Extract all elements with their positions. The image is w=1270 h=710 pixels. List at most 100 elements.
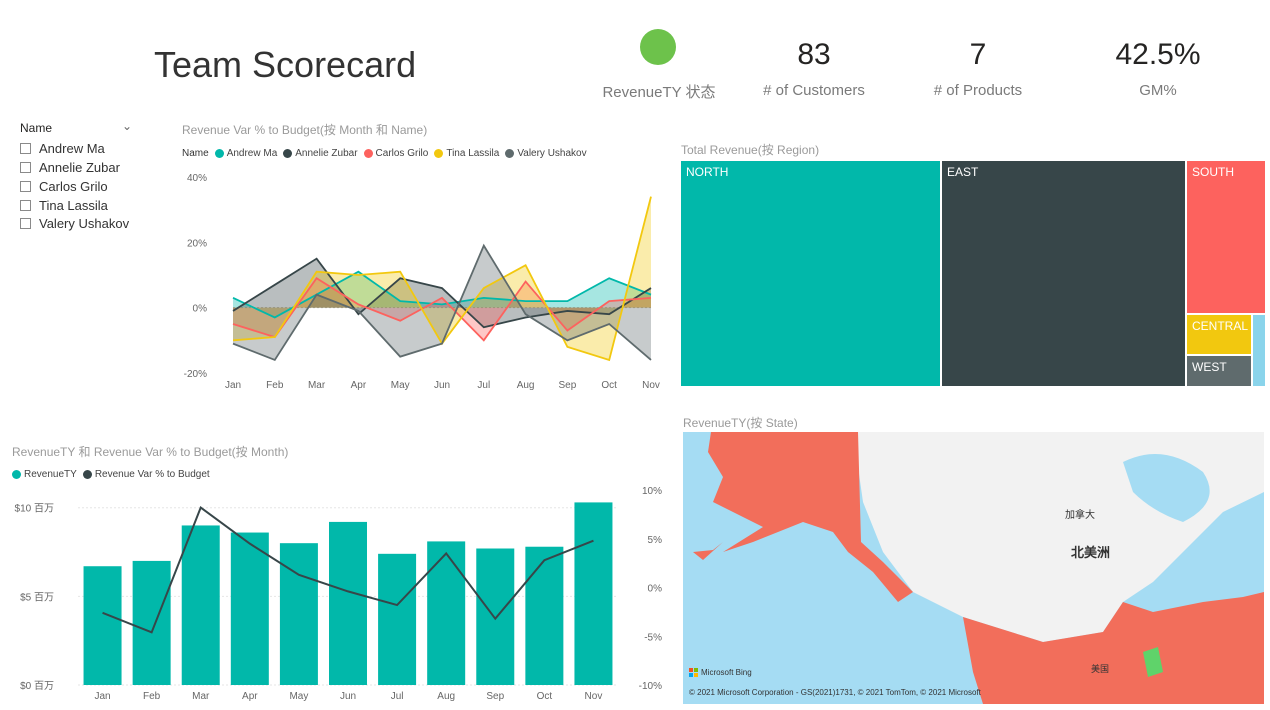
revenue-bar (181, 525, 220, 685)
line-chart-legend: Name Andrew Ma Annelie Zubar Carlos Grilo T… (182, 148, 593, 159)
legend-label: Tina Lassila (446, 148, 500, 159)
revenue-bar (476, 548, 515, 685)
x-tick-label: Mar (308, 380, 326, 391)
treemap-title: Total Revenue(按 Region) (681, 143, 820, 157)
combo-chart-title: RevenueTY 和 Revenue Var % to Budget(按 Mo… (12, 445, 289, 459)
y-tick-label: 0% (193, 304, 208, 315)
x-tick-label: Jan (94, 691, 110, 702)
revenue-var-line-chart[interactable]: 40% 20% 0% -20% Jan Feb Mar Apr May Jun Jul Aug Sep O… (180, 165, 670, 395)
hudson-bay (1123, 454, 1210, 522)
alaska-state (708, 432, 913, 602)
treemap-label: CENTRAL (1192, 319, 1249, 333)
y-right-tick-label: -5% (644, 632, 662, 643)
chevron-down-icon[interactable]: ⌄ (121, 119, 132, 133)
treemap-cell-central[interactable]: CENTRAL (1186, 314, 1252, 355)
checkbox-icon[interactable] (20, 181, 31, 192)
revenue-bar (279, 543, 318, 685)
legend-dot-icon (505, 149, 515, 158)
aleutian-islands (693, 542, 723, 560)
legend-item-andrew-ma[interactable]: Andrew Ma (214, 148, 278, 159)
usa-states (963, 592, 1264, 704)
status-label: RevenueTY 状态 (602, 84, 716, 101)
series-line (232, 243, 652, 362)
series-area (233, 245, 651, 360)
revenue-bar (525, 546, 564, 685)
x-tick-label: Sep (486, 691, 504, 702)
treemap-cell-west[interactable]: WEST (1186, 355, 1252, 387)
treemap-cell-south[interactable]: SOUTH (1186, 160, 1266, 314)
slicer-item-label: Tina Lassila (39, 198, 108, 213)
slicer-item-carlos-grilo[interactable]: Carlos Grilo (20, 179, 108, 194)
x-tick-label: Jul (391, 691, 404, 702)
x-tick-label: Nov (585, 691, 603, 702)
treemap-label: WEST (1192, 360, 1227, 374)
state-highlight (1143, 647, 1163, 677)
legend-label: Revenue Var % to Budget (94, 469, 210, 480)
x-tick-label: Mar (192, 691, 210, 702)
revenue-bar (230, 532, 269, 685)
products-label: # of Products (933, 82, 1023, 99)
y-tick-label: -20% (184, 369, 207, 380)
map-title: RevenueTY(按 State) (683, 416, 798, 430)
state-map[interactable]: 加拿大 北美洲 美国 Microsoft Bing © 2021 Microso… (683, 432, 1264, 704)
x-tick-label: Jun (340, 691, 356, 702)
legend-item-revenue-var[interactable]: Revenue Var % to Budget (82, 469, 210, 480)
series-area (233, 278, 651, 341)
bing-logo: Microsoft Bing (689, 668, 752, 677)
x-tick-label: Aug (437, 691, 455, 702)
gm-value: 42.5% (1115, 38, 1201, 71)
combo-chart-legend: RevenueTY Revenue Var % to Budget (12, 469, 216, 480)
x-tick-label: Jan (225, 380, 241, 391)
revenuety-combo-chart[interactable]: $10 百万 $5 百万 $0 百万 10% 5% 0% -5% -10% Jan Feb Mar A… (0, 485, 680, 705)
legend-dot-icon (363, 149, 373, 158)
map-label-usa: 美国 (1091, 664, 1110, 674)
treemap-label: SOUTH (1192, 165, 1234, 179)
legend-dot-icon (283, 149, 293, 158)
y-right-tick-label: 10% (642, 486, 662, 497)
x-tick-label: May (391, 380, 410, 391)
microsoft-logo-icon (689, 668, 698, 677)
revenue-bar (329, 521, 367, 685)
treemap-cell-east[interactable]: EAST (941, 160, 1186, 387)
legend-dot-icon (82, 470, 92, 479)
slicer-item-label: Carlos Grilo (39, 179, 108, 194)
revenue-bar (83, 566, 122, 685)
x-tick-label: Aug (517, 380, 535, 391)
series-line (232, 270, 652, 319)
checkbox-icon[interactable] (20, 143, 31, 154)
slicer-item-annelie-zubar[interactable]: Annelie Zubar (20, 160, 120, 175)
x-tick-label: Apr (351, 380, 367, 391)
slicer-item-valery-ushakov[interactable]: Valery Ushakov (20, 216, 129, 231)
legend-item-carlos-grilo[interactable]: Carlos Grilo (363, 148, 429, 159)
x-tick-label: Jun (434, 380, 450, 391)
legend-item-revenuety[interactable]: RevenueTY (12, 469, 77, 480)
treemap-cell-other[interactable] (1252, 314, 1266, 387)
checkbox-icon[interactable] (20, 200, 31, 211)
checkbox-icon[interactable] (20, 218, 31, 229)
legend-label: Andrew Ma (226, 148, 278, 159)
treemap-cell-north[interactable]: NORTH (680, 160, 941, 387)
map-copyright: © 2021 Microsoft Corporation - GS(2021)1… (689, 688, 981, 697)
products-value: 7 (969, 38, 987, 71)
series-line (232, 257, 652, 329)
y-tick-label: 40% (187, 173, 207, 184)
slicer-item-tina-lassila[interactable]: Tina Lassila (20, 198, 108, 213)
map-label-north-america: 北美洲 (1071, 545, 1111, 560)
x-tick-label: Nov (642, 380, 660, 391)
legend-item-valery-ushakov[interactable]: Valery Ushakov (505, 148, 587, 159)
legend-label: Carlos Grilo (375, 148, 429, 159)
legend-dot-icon (214, 149, 224, 158)
slicer-item-andrew-ma[interactable]: Andrew Ma (20, 141, 105, 156)
slicer-header[interactable]: Name ⌄ (20, 119, 132, 135)
legend-label: Annelie Zubar (295, 148, 358, 159)
series-area (233, 258, 651, 328)
x-tick-label: Sep (559, 380, 577, 391)
legend-item-annelie-zubar[interactable]: Annelie Zubar (283, 148, 358, 159)
checkbox-icon[interactable] (20, 162, 31, 173)
region-treemap[interactable]: NORTH EAST SOUTH CENTRAL WEST (680, 160, 1266, 387)
legend-item-tina-lassila[interactable]: Tina Lassila (434, 148, 499, 159)
y-tick-label: 20% (187, 238, 207, 249)
x-tick-label: Feb (143, 691, 161, 702)
page-title: Team Scorecard (154, 44, 417, 85)
y-right-tick-label: -10% (639, 681, 662, 692)
